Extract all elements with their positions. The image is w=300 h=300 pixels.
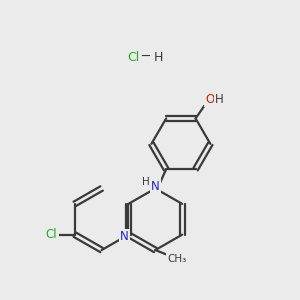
- Text: Cl: Cl: [128, 51, 140, 64]
- Text: N: N: [120, 230, 129, 243]
- Text: H: H: [215, 93, 224, 106]
- Text: O: O: [205, 93, 214, 106]
- Text: ─: ─: [141, 50, 149, 63]
- Text: N: N: [151, 180, 160, 193]
- Text: CH₃: CH₃: [167, 254, 187, 264]
- Text: H: H: [154, 51, 163, 64]
- Text: H: H: [142, 176, 150, 187]
- Text: Cl: Cl: [46, 228, 57, 241]
